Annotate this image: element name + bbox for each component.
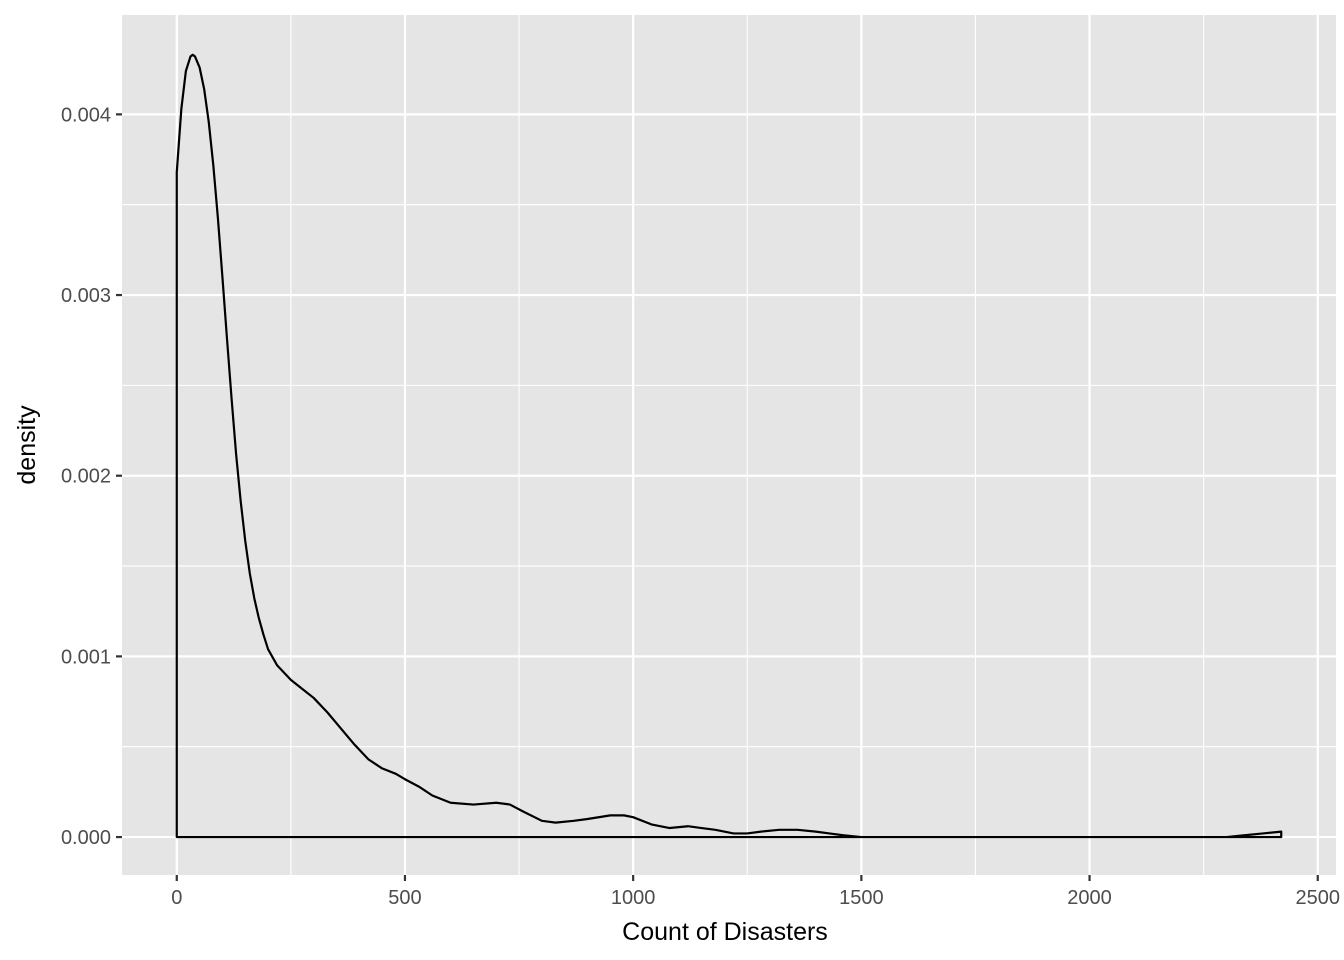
- y-axis-title: density: [13, 405, 41, 485]
- y-tick-label: 0.000: [61, 827, 111, 849]
- y-tick-label: 0.001: [61, 646, 111, 668]
- y-tick-label: 0.002: [61, 466, 111, 488]
- x-axis-title: Count of Disasters: [622, 918, 828, 946]
- x-tick-label: 500: [388, 887, 421, 909]
- x-axis: 0 500 1000 1500 2000 2500: [171, 875, 1340, 909]
- x-tick-label: 2500: [1295, 887, 1340, 909]
- density-marks: [175, 53, 1283, 839]
- major-gridlines: [122, 15, 1336, 875]
- y-axis: 0.000 0.001 0.002 0.003 0.004: [61, 104, 122, 849]
- y-tick-label: 0.003: [61, 285, 111, 307]
- x-tick-label: 2000: [1067, 887, 1112, 909]
- plot-panel: [122, 15, 1336, 875]
- density-curve: [175, 53, 1283, 839]
- x-tick-label: 1500: [839, 887, 884, 909]
- y-tick-label: 0.004: [61, 104, 111, 126]
- minor-gridlines: [122, 15, 1336, 875]
- x-tick-label: 0: [171, 887, 182, 909]
- x-tick-label: 1000: [611, 887, 656, 909]
